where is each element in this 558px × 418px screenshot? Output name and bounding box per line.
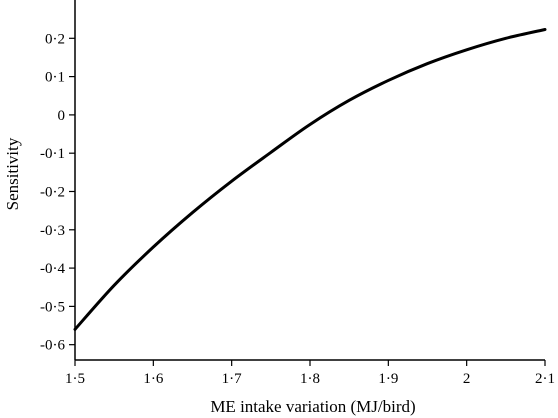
- y-tick-label: 0: [58, 108, 66, 124]
- x-axis-title: ME intake variation (MJ/bird): [210, 397, 415, 416]
- y-axis-title: Sensitivity: [3, 137, 22, 210]
- x-tick-label: 2: [463, 371, 471, 387]
- y-tick-label: -0·3: [40, 223, 65, 239]
- y-tick-label: -0·6: [40, 338, 65, 354]
- series: [73, 27, 547, 331]
- x-tick-label: 2·1: [535, 371, 555, 387]
- y-tick-label: -0·1: [40, 146, 65, 162]
- sensitivity-curve: [73, 27, 547, 331]
- y-tick-label: -0·5: [40, 299, 65, 315]
- y-tick-label: 0·1: [45, 70, 65, 86]
- x-tick-label: 1·8: [300, 371, 320, 387]
- axes: [74, 0, 545, 361]
- y-tick-label: -0·2: [40, 184, 65, 200]
- y-tick-label: 0·2: [45, 31, 65, 47]
- y-tick-label: -0·4: [40, 261, 65, 277]
- x-tick-label: 1·9: [378, 371, 398, 387]
- x-tick-label: 1·5: [65, 371, 85, 387]
- x-tick-label: 1·6: [143, 371, 163, 387]
- x-tick-label: 1·7: [222, 371, 242, 387]
- ticks: 0·2 0·1 0 -0·1 -0·2 -0·3 -0·4 -0·5 -0·6 1·5 1·6 1·7…: [40, 31, 555, 387]
